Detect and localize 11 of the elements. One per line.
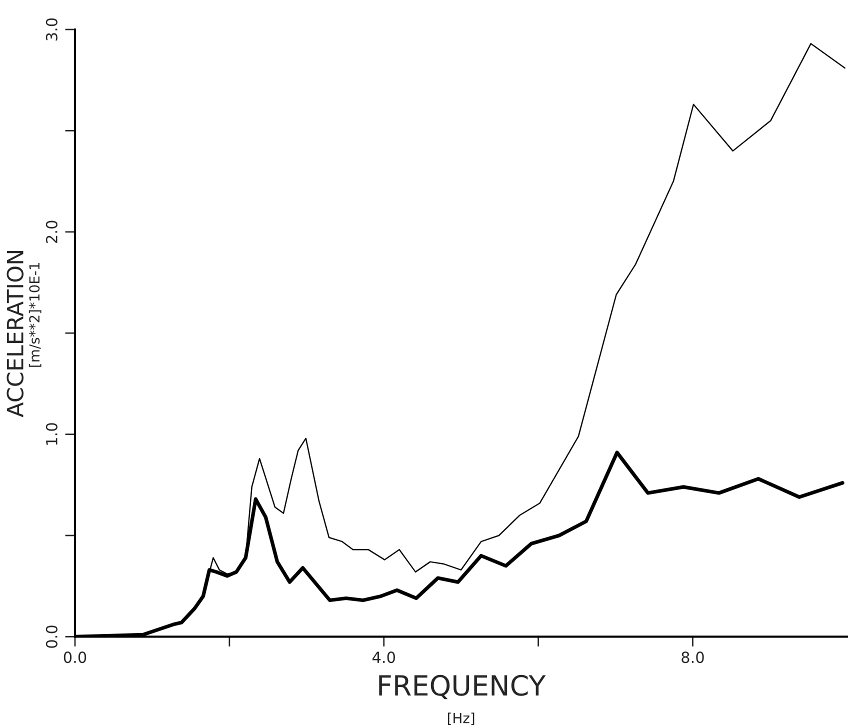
x-axis-title: FREQUENCY bbox=[379, 674, 546, 700]
x-tick-label: 4.0 bbox=[372, 652, 395, 664]
x-tick-label: 8.0 bbox=[682, 652, 704, 664]
y-tick-label: 2.0 bbox=[46, 220, 58, 243]
y-tick-label: 1.0 bbox=[46, 423, 58, 445]
y-axis-title: ACCELERATION bbox=[6, 250, 24, 418]
y-tick-label: 0.0 bbox=[46, 626, 58, 648]
y-tick-label: 3.0 bbox=[46, 18, 58, 40]
x-tick-label: 0.0 bbox=[64, 652, 86, 664]
text: [Hz] bbox=[448, 712, 474, 725]
text: [m/s**2]*10E-1 bbox=[28, 263, 42, 367]
